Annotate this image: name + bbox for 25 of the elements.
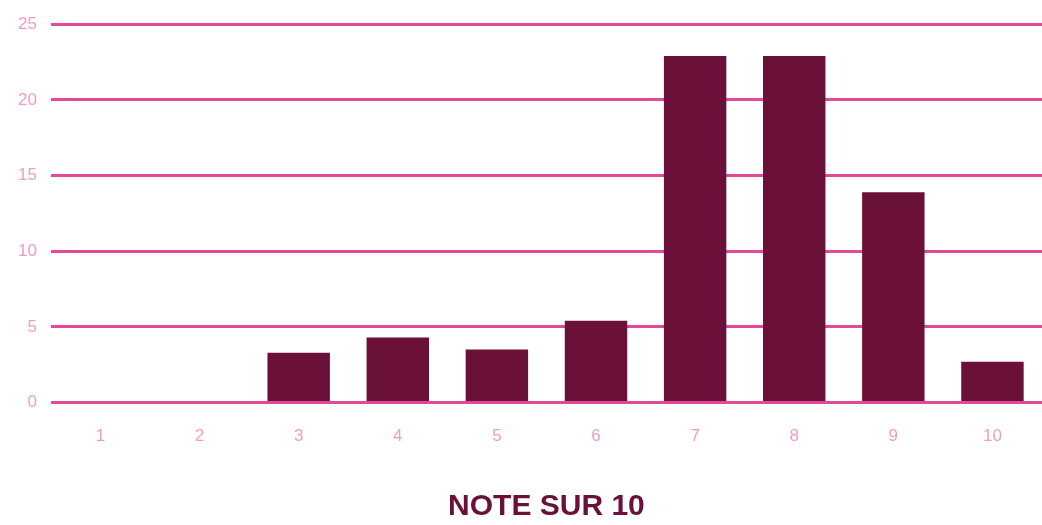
x-axis-title: NOTE SUR 10 — [448, 488, 645, 522]
x-tick-label: 7 — [690, 426, 700, 446]
x-tick-label: 6 — [591, 426, 601, 446]
bar — [366, 337, 430, 402]
x-tick-label: 8 — [789, 426, 799, 446]
bar — [961, 361, 1024, 402]
y-tick-label: 0 — [27, 392, 37, 412]
y-tick-label: 15 — [17, 165, 37, 185]
bar — [663, 55, 727, 402]
bar — [763, 55, 826, 402]
y-tick-label: 5 — [27, 316, 37, 336]
x-tick-label: 10 — [982, 426, 1002, 446]
x-tick-label: 9 — [888, 426, 899, 446]
bar — [862, 192, 925, 402]
y-tick-label: 20 — [17, 89, 37, 109]
x-tick-label: 2 — [194, 426, 205, 446]
x-tick-label: 1 — [95, 426, 106, 446]
y-tick-label: 25 — [17, 13, 37, 33]
bar — [564, 320, 628, 402]
x-tick-label: 5 — [492, 426, 502, 446]
bar — [465, 349, 529, 402]
x-tick-label: 4 — [393, 426, 403, 446]
bar — [267, 352, 330, 402]
y-tick-label: 10 — [17, 240, 37, 260]
x-tick-label: 3 — [293, 426, 304, 446]
